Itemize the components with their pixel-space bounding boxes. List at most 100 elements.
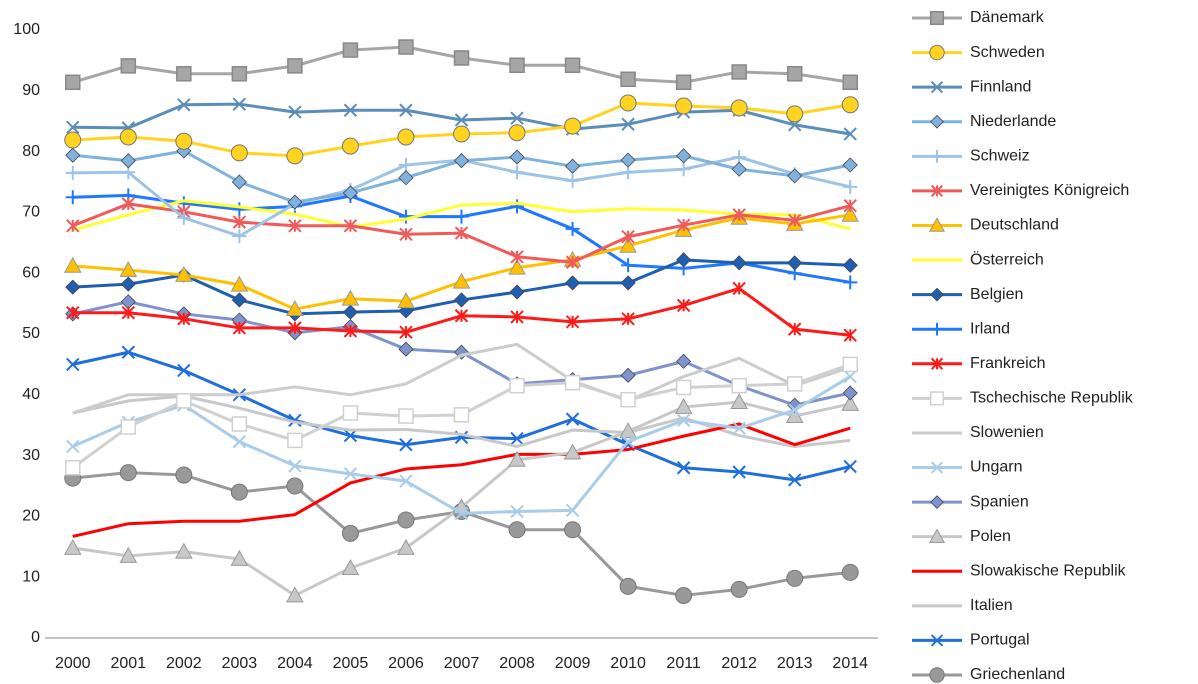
marker xyxy=(786,376,803,392)
marker xyxy=(675,586,693,604)
legend-item: Österreich xyxy=(912,250,1044,268)
marker xyxy=(63,256,82,273)
marker xyxy=(453,407,470,423)
marker xyxy=(174,265,193,282)
marker xyxy=(232,229,247,244)
legend-marker xyxy=(930,322,944,336)
y-tick-label: 10 xyxy=(22,568,40,585)
series xyxy=(64,94,859,165)
marker xyxy=(288,459,302,473)
marker xyxy=(730,393,749,409)
legend-marker xyxy=(930,634,944,647)
legend-label: Vereinigtes Königreich xyxy=(970,182,1129,199)
legend-marker xyxy=(929,44,945,61)
marker xyxy=(508,521,526,539)
marker xyxy=(175,132,193,150)
marker xyxy=(232,202,247,217)
marker xyxy=(619,94,637,112)
marker xyxy=(343,324,358,338)
marker xyxy=(177,363,191,378)
marker xyxy=(399,474,413,488)
marker xyxy=(841,205,860,222)
marker xyxy=(230,483,248,501)
marker xyxy=(65,190,80,205)
marker xyxy=(732,281,746,296)
legend-marker xyxy=(928,528,946,543)
marker xyxy=(286,477,304,495)
marker xyxy=(843,459,857,474)
marker xyxy=(119,546,138,563)
marker xyxy=(287,432,303,449)
marker xyxy=(120,276,136,292)
marker xyxy=(842,385,858,401)
legend-label: Spanien xyxy=(970,493,1029,510)
marker xyxy=(787,473,802,487)
marker xyxy=(287,194,303,210)
x-tick-label: 2006 xyxy=(388,655,424,672)
marker xyxy=(287,58,303,74)
x-tick-label: 2004 xyxy=(277,655,313,672)
marker xyxy=(621,312,635,326)
series xyxy=(72,199,851,232)
marker xyxy=(342,405,359,421)
legend-marker xyxy=(928,217,946,232)
marker xyxy=(731,161,747,177)
marker xyxy=(288,321,302,335)
series xyxy=(65,39,858,91)
legend-item: Niederlande xyxy=(912,113,1056,130)
legend-label: Polen xyxy=(970,528,1011,545)
marker xyxy=(508,124,526,142)
x-tick-label: 2003 xyxy=(222,655,258,672)
marker xyxy=(510,165,525,180)
marker xyxy=(454,209,469,224)
marker xyxy=(342,42,359,58)
y-tick-label: 80 xyxy=(22,143,40,160)
marker xyxy=(786,569,804,587)
marker xyxy=(174,542,193,559)
legend-label: Tschechische Republik xyxy=(970,390,1134,407)
x-tick-label: 2010 xyxy=(610,655,646,672)
legend-label: Frankreich xyxy=(970,355,1046,372)
legend-item: Irland xyxy=(912,320,1010,337)
legend-item: Slowenien xyxy=(912,424,1044,441)
marker xyxy=(398,157,413,172)
series-line xyxy=(72,342,851,415)
marker xyxy=(731,377,747,394)
series xyxy=(65,356,858,476)
legend-marker xyxy=(930,150,944,163)
legend-marker xyxy=(930,461,944,474)
marker xyxy=(731,255,747,271)
legend-marker xyxy=(930,495,944,509)
marker xyxy=(232,97,247,111)
x-tick-label: 2014 xyxy=(832,655,868,672)
legend-item: Tschechische Republik xyxy=(912,390,1134,407)
legend-item: Polen xyxy=(912,528,1011,545)
legend-marker xyxy=(929,391,945,406)
marker xyxy=(730,580,748,598)
marker xyxy=(341,559,360,575)
legend-label: Dänemark xyxy=(970,9,1045,26)
marker xyxy=(342,185,358,201)
marker xyxy=(786,105,804,123)
marker xyxy=(675,97,693,115)
marker xyxy=(397,511,415,529)
marker xyxy=(121,345,136,359)
legend-item: Slowakische Republik xyxy=(912,562,1127,579)
marker xyxy=(232,321,247,335)
x-tick-label: 2007 xyxy=(444,655,480,672)
legend-marker xyxy=(929,667,945,683)
marker xyxy=(676,252,692,268)
marker xyxy=(510,111,524,125)
marker xyxy=(230,275,249,292)
marker xyxy=(454,113,469,127)
marker xyxy=(731,64,747,80)
marker xyxy=(675,74,692,91)
marker xyxy=(231,174,247,190)
marker xyxy=(399,437,413,452)
y-tick-label: 0 xyxy=(31,629,40,646)
marker xyxy=(398,170,414,186)
legend-marker xyxy=(930,81,944,94)
marker xyxy=(232,434,247,449)
marker xyxy=(65,279,81,295)
legend-label: Belgien xyxy=(970,286,1023,303)
